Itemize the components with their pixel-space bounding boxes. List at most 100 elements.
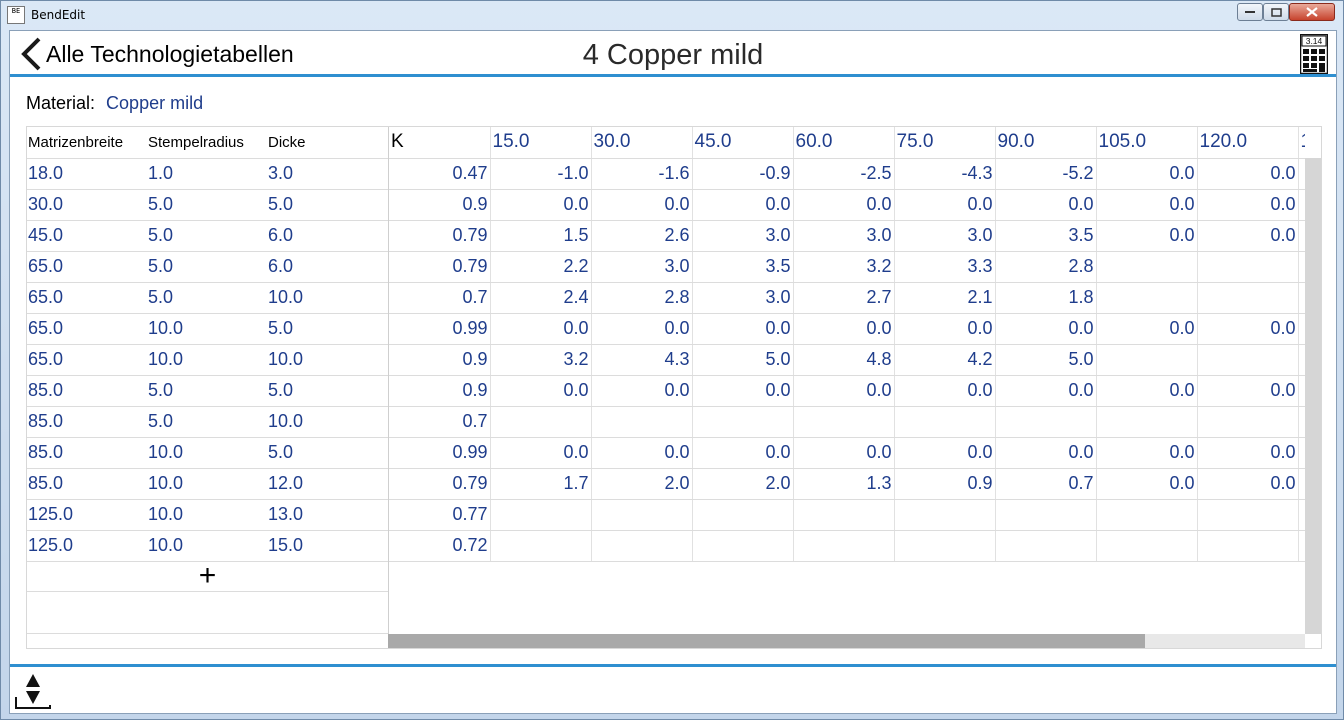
cell-dicke[interactable]: 12.0	[267, 468, 388, 500]
cell-angle-value[interactable]: 0.0	[1096, 313, 1198, 345]
cell-stempelradius[interactable]: 5.0	[147, 375, 267, 407]
calculator-icon[interactable]: 3.14	[1300, 34, 1328, 74]
cell-angle-value[interactable]: 2.6	[591, 220, 693, 252]
table-row[interactable]: 0.7	[389, 406, 1305, 438]
cell-angle-value[interactable]	[1298, 468, 1305, 500]
header-angle[interactable]: 1	[1298, 127, 1305, 159]
cell-stempelradius[interactable]: 1.0	[147, 158, 267, 190]
table-row[interactable]: 0.9 0.0 0.0 0.0 0.0 0.0 0.0 0.0 0.0	[389, 375, 1305, 407]
cell-angle-value[interactable]: 3.2	[490, 344, 592, 376]
table-row[interactable]: 65.0 10.0 10.0	[27, 344, 388, 376]
cell-angle-value[interactable]: 3.0	[692, 220, 794, 252]
cell-dicke[interactable]: 5.0	[267, 313, 388, 345]
cell-dicke[interactable]: 10.0	[267, 282, 388, 314]
table-row[interactable]: 65.0 5.0 10.0	[27, 282, 388, 314]
cell-k[interactable]: 0.9	[389, 189, 491, 221]
header-stempelradius[interactable]: Stempelradius	[147, 127, 267, 159]
cell-stempelradius[interactable]: 10.0	[147, 313, 267, 345]
cell-angle-value[interactable]	[793, 499, 895, 531]
cell-k[interactable]: 0.9	[389, 375, 491, 407]
cell-angle-value[interactable]: -5.2	[995, 158, 1097, 190]
cell-angle-value[interactable]	[692, 530, 794, 562]
table-row[interactable]: 45.0 5.0 6.0	[27, 220, 388, 252]
cell-angle-value[interactable]: 0.0	[793, 437, 895, 469]
up-down-arrows-icon[interactable]	[14, 671, 52, 711]
cell-matrizenbreite[interactable]: 18.0	[27, 158, 147, 190]
cell-angle-value[interactable]: 0.0	[490, 437, 592, 469]
cell-angle-value[interactable]	[1298, 406, 1305, 438]
cell-angle-value[interactable]: 0.0	[1096, 158, 1198, 190]
table-row[interactable]: 0.72	[389, 530, 1305, 562]
table-row[interactable]: 125.0 10.0 15.0	[27, 530, 388, 562]
cell-angle-value[interactable]	[490, 530, 592, 562]
header-k[interactable]: K	[389, 127, 491, 159]
cell-angle-value[interactable]: 0.0	[1096, 220, 1198, 252]
cell-angle-value[interactable]: 5.0	[995, 344, 1097, 376]
table-row[interactable]: 85.0 10.0 12.0	[27, 468, 388, 500]
cell-k[interactable]: 0.7	[389, 406, 491, 438]
cell-angle-value[interactable]: 1.7	[490, 468, 592, 500]
cell-angle-value[interactable]: 0.0	[995, 375, 1097, 407]
cell-angle-value[interactable]: 3.2	[793, 251, 895, 283]
add-row-button[interactable]: +	[27, 559, 388, 592]
cell-angle-value[interactable]	[894, 406, 996, 438]
cell-angle-value[interactable]	[1197, 251, 1299, 283]
cell-angle-value[interactable]: 0.0	[1197, 468, 1299, 500]
cell-angle-value[interactable]	[1096, 530, 1198, 562]
horizontal-scrollbar[interactable]	[388, 634, 1305, 648]
maximize-button[interactable]	[1263, 3, 1289, 21]
table-row[interactable]: 0.7 2.4 2.8 3.0 2.7 2.1 1.8	[389, 282, 1305, 314]
back-button[interactable]: Alle Technologietabellen	[20, 37, 294, 71]
table-row[interactable]: 30.0 5.0 5.0	[27, 189, 388, 221]
cell-stempelradius[interactable]: 5.0	[147, 406, 267, 438]
table-row[interactable]: 125.0 10.0 13.0	[27, 499, 388, 531]
cell-matrizenbreite[interactable]: 125.0	[27, 499, 147, 531]
cell-angle-value[interactable]: 0.0	[591, 313, 693, 345]
cell-matrizenbreite[interactable]: 125.0	[27, 530, 147, 562]
close-button[interactable]	[1289, 3, 1335, 21]
cell-angle-value[interactable]	[591, 530, 693, 562]
cell-angle-value[interactable]: 0.0	[490, 313, 592, 345]
header-angle[interactable]: 75.0	[894, 127, 996, 159]
cell-k[interactable]: 0.79	[389, 220, 491, 252]
vertical-scrollbar[interactable]	[1305, 158, 1321, 634]
cell-angle-value[interactable]: 0.0	[1197, 158, 1299, 190]
cell-angle-value[interactable]: 0.0	[1197, 313, 1299, 345]
cell-stempelradius[interactable]: 10.0	[147, 437, 267, 469]
cell-matrizenbreite[interactable]: 65.0	[27, 313, 147, 345]
material-value[interactable]: Copper mild	[106, 93, 204, 113]
cell-angle-value[interactable]	[894, 530, 996, 562]
cell-angle-value[interactable]	[1298, 158, 1305, 190]
cell-dicke[interactable]: 5.0	[267, 437, 388, 469]
cell-stempelradius[interactable]: 5.0	[147, 251, 267, 283]
cell-stempelradius[interactable]: 10.0	[147, 344, 267, 376]
cell-angle-value[interactable]: 0.0	[591, 437, 693, 469]
table-row[interactable]: 0.99 0.0 0.0 0.0 0.0 0.0 0.0 0.0 0.0	[389, 437, 1305, 469]
cell-angle-value[interactable]: 3.0	[894, 220, 996, 252]
cell-angle-value[interactable]: 0.0	[1096, 375, 1198, 407]
cell-angle-value[interactable]	[692, 499, 794, 531]
cell-angle-value[interactable]	[1197, 499, 1299, 531]
cell-k[interactable]: 0.47	[389, 158, 491, 190]
cell-angle-value[interactable]: -0.9	[692, 158, 794, 190]
cell-angle-value[interactable]: 3.0	[692, 282, 794, 314]
cell-angle-value[interactable]: 0.0	[995, 189, 1097, 221]
cell-angle-value[interactable]	[995, 530, 1097, 562]
cell-angle-value[interactable]: 0.0	[692, 313, 794, 345]
cell-angle-value[interactable]: 3.5	[692, 251, 794, 283]
cell-angle-value[interactable]	[1096, 499, 1198, 531]
window-titlebar[interactable]: BE BendEdit	[1, 1, 1343, 29]
cell-angle-value[interactable]: 0.0	[995, 437, 1097, 469]
cell-angle-value[interactable]: 1.3	[793, 468, 895, 500]
cell-matrizenbreite[interactable]: 65.0	[27, 344, 147, 376]
cell-angle-value[interactable]: 0.7	[995, 468, 1097, 500]
cell-k[interactable]: 0.7	[389, 282, 491, 314]
cell-dicke[interactable]: 6.0	[267, 220, 388, 252]
table-row[interactable]: 0.9 0.0 0.0 0.0 0.0 0.0 0.0 0.0 0.0	[389, 189, 1305, 221]
cell-angle-value[interactable]: 2.0	[692, 468, 794, 500]
cell-angle-value[interactable]: 0.0	[591, 189, 693, 221]
cell-angle-value[interactable]: 0.0	[793, 313, 895, 345]
cell-angle-value[interactable]	[1197, 530, 1299, 562]
cell-angle-value[interactable]: 2.1	[894, 282, 996, 314]
